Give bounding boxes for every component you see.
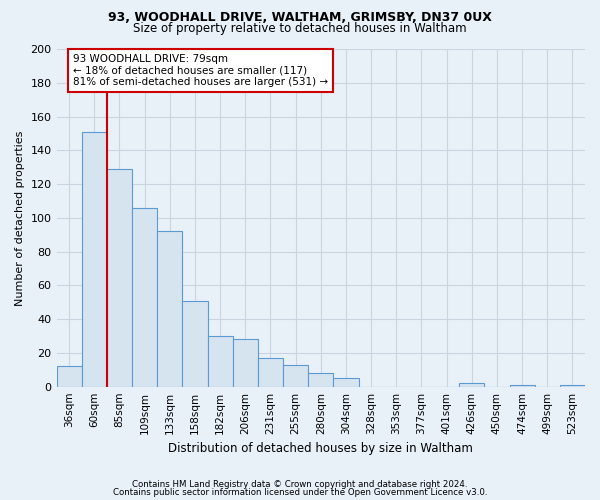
Text: Contains HM Land Registry data © Crown copyright and database right 2024.: Contains HM Land Registry data © Crown c… <box>132 480 468 489</box>
Bar <box>308 373 334 386</box>
Bar <box>258 358 283 386</box>
Bar <box>56 366 82 386</box>
Bar <box>107 169 132 386</box>
Text: 93 WOODHALL DRIVE: 79sqm
← 18% of detached houses are smaller (117)
81% of semi-: 93 WOODHALL DRIVE: 79sqm ← 18% of detach… <box>73 54 328 88</box>
Y-axis label: Number of detached properties: Number of detached properties <box>15 130 25 306</box>
Bar <box>334 378 359 386</box>
Text: 93, WOODHALL DRIVE, WALTHAM, GRIMSBY, DN37 0UX: 93, WOODHALL DRIVE, WALTHAM, GRIMSBY, DN… <box>108 11 492 24</box>
Bar <box>509 385 535 386</box>
Text: Contains public sector information licensed under the Open Government Licence v3: Contains public sector information licen… <box>113 488 487 497</box>
Bar <box>182 300 208 386</box>
Bar <box>208 336 233 386</box>
Bar <box>283 364 308 386</box>
Bar <box>82 132 107 386</box>
Bar <box>132 208 157 386</box>
X-axis label: Distribution of detached houses by size in Waltham: Distribution of detached houses by size … <box>169 442 473 455</box>
Bar <box>459 384 484 386</box>
Bar <box>560 385 585 386</box>
Bar <box>233 340 258 386</box>
Bar <box>157 232 182 386</box>
Text: Size of property relative to detached houses in Waltham: Size of property relative to detached ho… <box>133 22 467 35</box>
